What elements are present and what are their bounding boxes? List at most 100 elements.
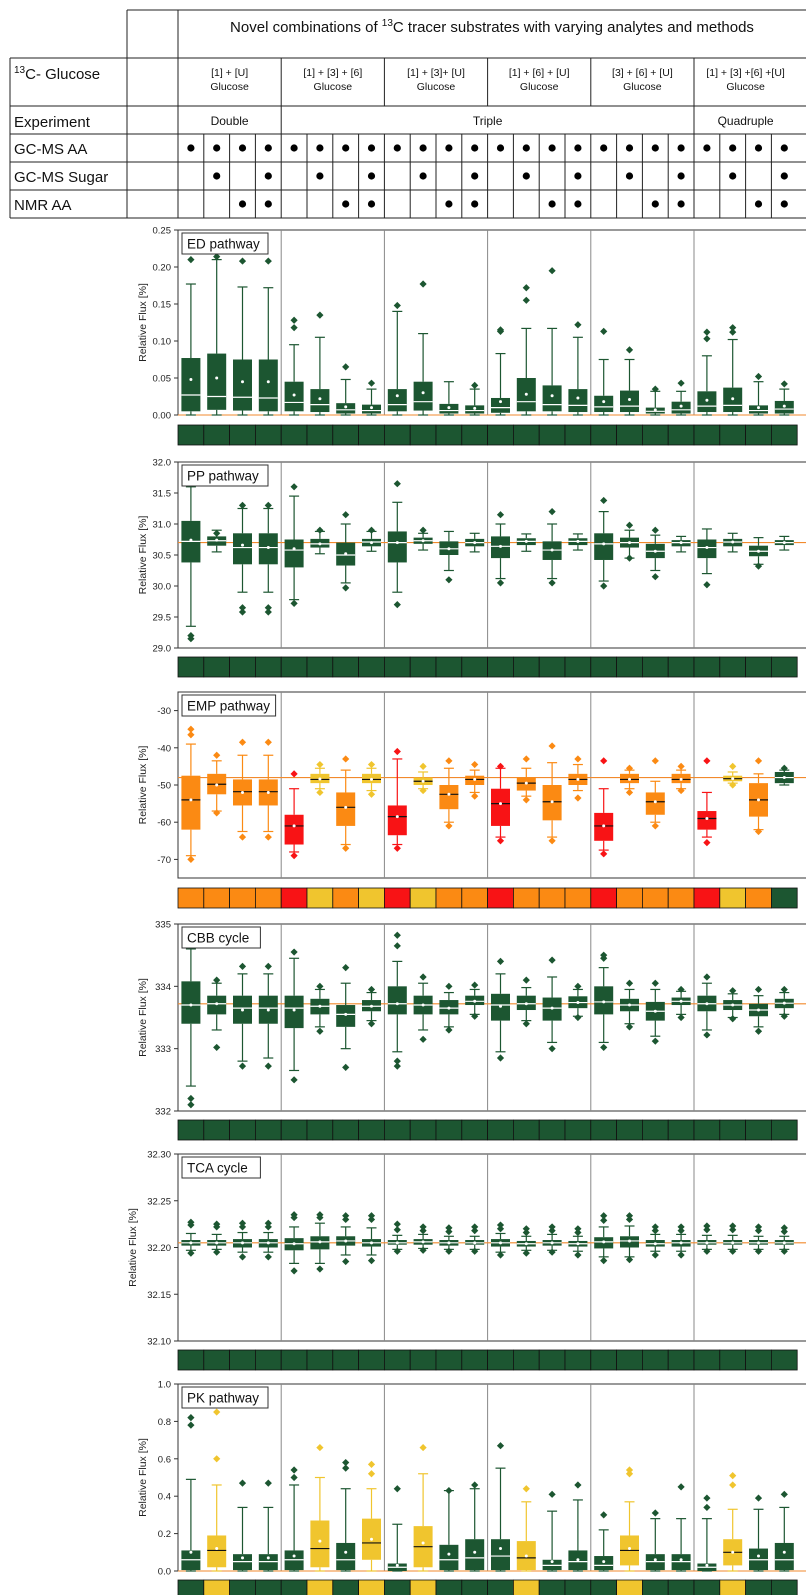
status-cell (435, 1349, 463, 1371)
experiment-label: Double (211, 114, 249, 128)
box-mean (705, 398, 709, 402)
status-cell (693, 424, 721, 446)
outlier-point (754, 757, 763, 765)
box-mean (628, 541, 631, 545)
method-dot-gcms-sugar (316, 172, 324, 180)
status-cell (564, 1579, 592, 1595)
box-plot (697, 1494, 717, 1572)
outlier-point (419, 1443, 427, 1452)
outlier-point (393, 942, 401, 950)
method-dot-gcms-aa (471, 144, 479, 152)
status-cell (203, 656, 231, 678)
box-iqr (697, 1240, 717, 1245)
status-cell (616, 1579, 643, 1595)
box-iqr (774, 998, 794, 1009)
box-mean (499, 1241, 502, 1245)
outlier-point (677, 1227, 685, 1235)
method-dot-gcms-sugar (780, 172, 788, 180)
method-dot-gcms-aa (600, 144, 608, 152)
box-mean (550, 1560, 554, 1564)
method-dot-nmr-aa (574, 200, 582, 208)
box-mean (473, 999, 477, 1003)
box-plot (671, 762, 691, 795)
status-cell (487, 1119, 514, 1141)
box-iqr (749, 783, 768, 817)
outlier-point (290, 1466, 298, 1474)
status-cell (513, 887, 540, 909)
status-cell (229, 1349, 256, 1371)
box-mean (731, 777, 735, 781)
status-cell (358, 1579, 385, 1595)
box-plot (439, 1486, 459, 1572)
outlier-point (600, 951, 608, 959)
outlier-point (600, 1212, 608, 1220)
box-mean (705, 1241, 709, 1245)
outlier-point (213, 1455, 221, 1463)
box-iqr (439, 1544, 459, 1571)
outlier-point (238, 1062, 247, 1070)
box-mean (705, 816, 709, 820)
box-plot (671, 535, 691, 553)
outlier-point (238, 257, 247, 265)
outlier-point (496, 762, 505, 770)
box-plot (697, 328, 717, 416)
box-mean (447, 406, 451, 410)
box-iqr (620, 537, 639, 548)
box-iqr (465, 405, 485, 414)
outlier-point (729, 1472, 737, 1480)
box-plot (362, 379, 381, 416)
outlier-point (625, 521, 634, 529)
box-mean (473, 406, 477, 410)
outlier-point (290, 1213, 298, 1222)
box-iqr (697, 995, 717, 1012)
outlier-point (651, 385, 659, 393)
box-mean (524, 1002, 528, 1006)
box-mean (344, 1550, 348, 1554)
box-mean (757, 406, 760, 410)
outlier-point (342, 1212, 350, 1220)
outlier-point (574, 794, 582, 802)
method-dot-gcms-aa (342, 144, 350, 152)
outlier-point (574, 1013, 582, 1022)
box-iqr (413, 1526, 433, 1568)
outlier-point (290, 316, 298, 324)
group-label-line2: Glucose (417, 81, 456, 93)
outlier-point (264, 962, 272, 970)
box-mean (421, 1003, 425, 1007)
box-mean (421, 779, 425, 783)
status-cell (254, 887, 282, 909)
box-plot (749, 985, 768, 1035)
outlier-point (522, 1228, 530, 1237)
method-dot-gcms-aa (496, 144, 505, 152)
panel-title-box (181, 926, 261, 949)
outlier-point (264, 1223, 272, 1231)
box-mean (241, 790, 244, 794)
box-mean (602, 1000, 606, 1004)
method-dot-gcms-aa (729, 144, 737, 152)
y-tick-label: 32.15 (147, 1290, 171, 1301)
status-cell (642, 1579, 669, 1595)
outlier-point (419, 526, 427, 534)
box-mean (344, 405, 348, 409)
outlier-point (187, 1221, 195, 1229)
outlier-point (342, 1458, 350, 1467)
outlier-point (729, 1247, 737, 1255)
outlier-point (625, 788, 634, 797)
status-cell (616, 887, 643, 909)
box-mean (447, 1006, 451, 1010)
row-label-experiment: Experiment (14, 114, 91, 131)
box-mean (370, 777, 373, 781)
outlier-point (187, 1421, 195, 1429)
box-iqr (439, 1240, 459, 1246)
y-axis-label: Relative Flux [%] (127, 1208, 139, 1287)
status-cell (435, 656, 463, 678)
box-iqr (620, 1535, 639, 1566)
box-mean (524, 539, 528, 543)
status-cell (332, 1349, 359, 1371)
outlier-point (393, 1485, 401, 1493)
method-dot-nmr-aa (677, 200, 685, 208)
outlier-point (625, 1023, 634, 1031)
group-label-line1: [1] + [3]+ [U] (407, 67, 465, 79)
box-mean (215, 783, 219, 787)
outlier-point (651, 822, 659, 830)
